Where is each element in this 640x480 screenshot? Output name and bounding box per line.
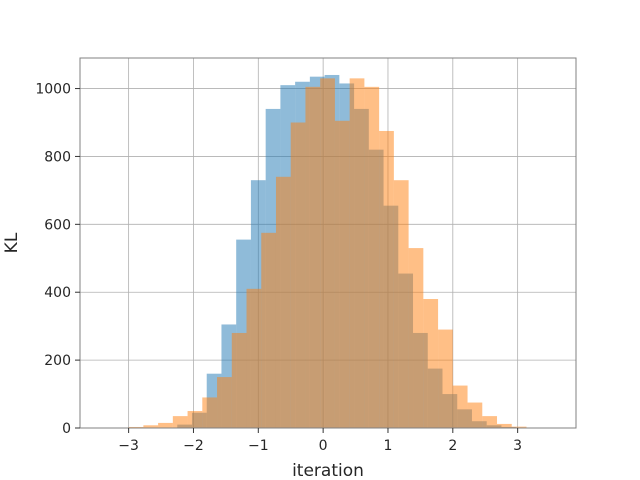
y-tick-label: 1000: [35, 82, 71, 98]
series-2-bar: [275, 176, 291, 428]
series-2-bar: [467, 402, 483, 428]
series-2-bar: [511, 426, 527, 428]
histogram-bars: [128, 74, 527, 429]
y-axis-label: KL: [2, 232, 22, 253]
series-2-bar: [349, 78, 365, 428]
series-2-bar: [172, 416, 188, 428]
series-2-bar: [187, 411, 203, 428]
x-tick-label: 1: [384, 438, 393, 454]
axis-ticks: −3 −2 −1 0 1 2 3 0 200 400 600 800 1000: [35, 82, 522, 454]
series-2-bar: [305, 86, 321, 428]
series-2-bar: [231, 332, 247, 428]
series-2-bar: [217, 377, 232, 428]
series-2-bar: [143, 425, 159, 428]
series-2-bar: [290, 122, 306, 428]
y-tick-label: 800: [44, 149, 71, 165]
y-tick-label: 0: [62, 421, 71, 437]
series-2-bar: [261, 232, 276, 428]
plot-frame: [79, 57, 577, 429]
x-tick-label: −2: [183, 438, 204, 454]
series-2-bar: [423, 299, 439, 428]
series-2-bar: [334, 120, 350, 429]
y-tick-label: 200: [44, 353, 71, 369]
series-2-bar: [158, 422, 173, 428]
x-tick-label: 3: [513, 438, 522, 454]
y-tick-label: 600: [44, 217, 71, 233]
series-2-bar: [393, 180, 409, 428]
x-axis-label: iteration: [292, 461, 364, 480]
series-2-bar: [364, 86, 380, 428]
series-2-bar: [320, 78, 335, 428]
series-2-bar: [438, 329, 453, 428]
series-2-bar: [128, 426, 144, 428]
series-2-bar: [246, 288, 262, 428]
x-tick-label: 2: [448, 438, 457, 454]
x-tick-label: −3: [118, 438, 139, 454]
x-tick-label: 0: [319, 438, 328, 454]
x-tick-label: −1: [248, 438, 269, 454]
series-2-bar: [452, 385, 468, 428]
series-2-bar: [379, 130, 394, 429]
series-2-bar: [202, 397, 218, 428]
y-tick-label: 400: [44, 285, 71, 301]
series-2-bar: [482, 416, 498, 428]
series-2-bar: [408, 248, 424, 428]
series-2-bar: [497, 423, 512, 428]
